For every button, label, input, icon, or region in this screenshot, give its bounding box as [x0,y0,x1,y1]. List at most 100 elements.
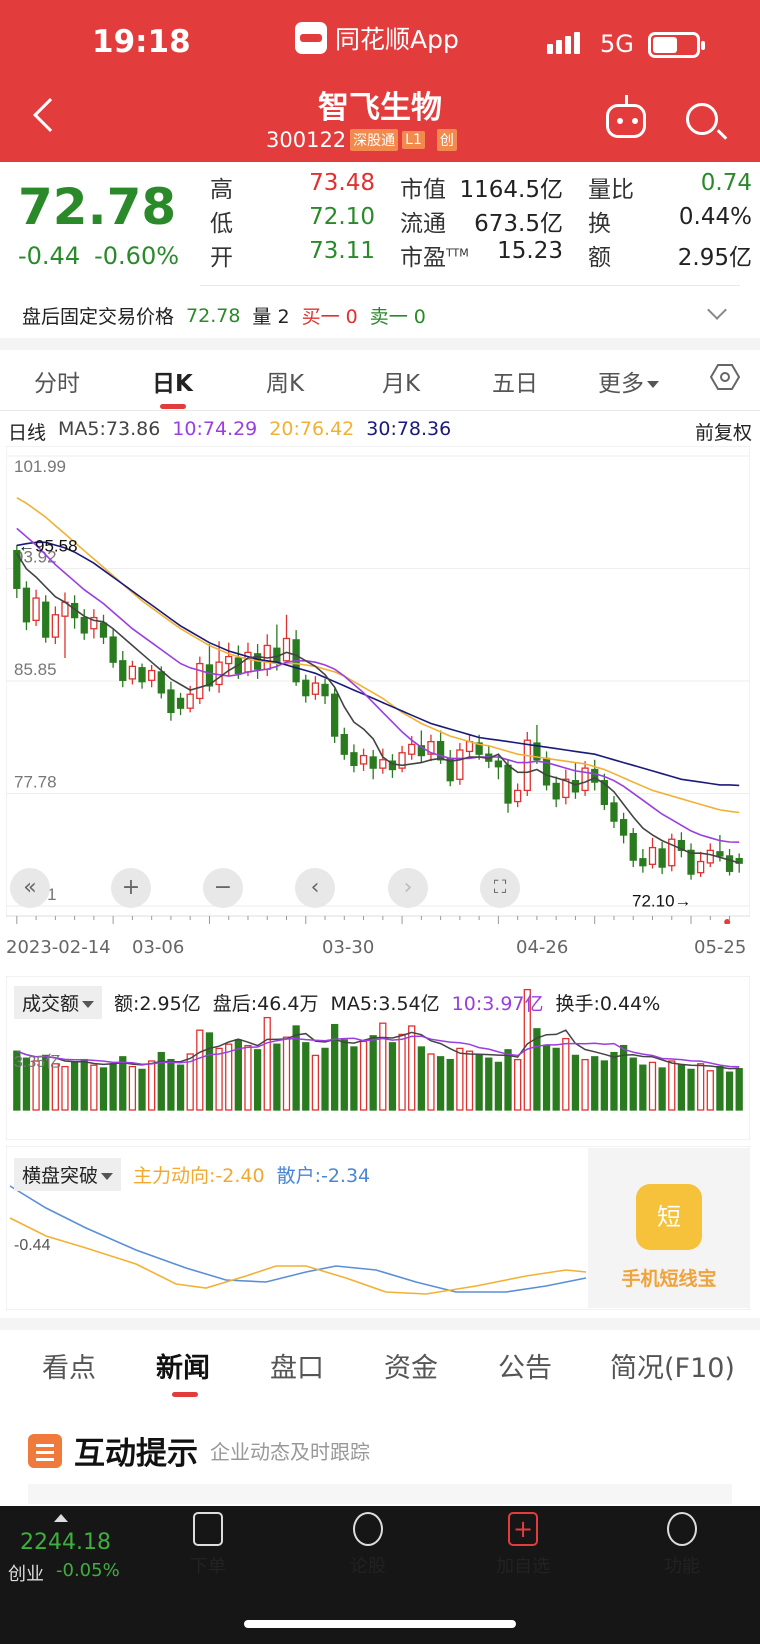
volume-bar [148,1060,156,1111]
volume-bar [456,1047,464,1111]
candle-body [13,550,21,589]
candle-body [725,855,734,872]
volume-selector[interactable]: 成交额 [14,986,103,1019]
expand-chevron-icon[interactable] [707,300,727,320]
tab-f10[interactable]: 简况(F10) [610,1353,735,1384]
candle-body [215,661,223,686]
candle-body [51,614,59,638]
candle-body [475,742,483,755]
ma10-line [16,527,740,843]
settings-hex-icon[interactable] [710,362,740,392]
interaction-section-header[interactable]: 互动提示 企业动态及时跟踪 [28,1428,370,1473]
candle-body [302,679,310,697]
volume-bar [735,1068,743,1111]
candle-body [128,665,137,680]
order-button[interactable]: 下单 [168,1512,248,1578]
zoom-minus-button[interactable]: − [203,868,243,908]
pan-left-button[interactable]: ‹ [295,868,335,908]
fullscreen-button[interactable]: ⛶ [480,868,520,908]
max-price-label: ←95.58 [18,536,78,555]
stat-label: 额 [588,245,611,271]
tab-more[interactable]: 更多 [598,364,659,398]
adjust-mode[interactable]: 前复权 [694,422,752,444]
tab-highlights[interactable]: 看点 [42,1353,96,1384]
forum-button[interactable]: 论股 [328,1512,408,1578]
candle-body [350,752,358,766]
volume-bar [591,1056,599,1111]
candle-body [735,857,743,864]
tab-monthly-k[interactable]: 月K [382,371,421,397]
date-label-end: 05-25 [694,937,747,958]
stock-code: 300122 [266,128,347,152]
volume-bar [186,1053,194,1111]
status-time: 19:18 [92,24,191,60]
candle-body [581,767,589,792]
volume-bar [253,1049,262,1111]
volume-bar [311,1054,320,1111]
signal-icon [547,32,580,54]
candle-body [456,749,464,780]
pan-right-button[interactable]: › [388,868,428,908]
tab-funds[interactable]: 资金 [384,1353,438,1384]
indicator-selector[interactable]: 横盘突破 [14,1158,122,1191]
tab-daily-k[interactable]: 日K [152,371,193,397]
volume-bar [388,1042,397,1111]
interaction-card[interactable] [28,1484,732,1504]
volume-bar [42,1054,50,1111]
expand-up-icon[interactable] [54,1514,68,1522]
candle-body [282,637,291,662]
volume-ma5-line [16,1029,740,1070]
volume-chart[interactable]: 3.35亿 [6,976,750,1140]
tab-intraday[interactable]: 分时 [34,371,80,397]
after-hours-row[interactable]: 盘后固定交易价格 72.78 量 2 买一 0 卖一 0 [22,304,426,329]
stat-label: 流通 [400,211,446,237]
zoom-in-button[interactable]: + [111,868,151,908]
candle-body [311,682,320,695]
volume-tick-label: 3.35亿 [14,1053,61,1071]
candle-body [552,782,560,800]
tab-weekly-k[interactable]: 周K [266,371,305,397]
candle-body [225,655,233,665]
volume-bar [485,1057,493,1111]
volume-bar [408,1025,416,1111]
candle-body [417,745,425,757]
stat-label: 开 [210,245,233,271]
volume-bar [706,1070,714,1111]
volume-bar [205,1032,214,1111]
promo-banner[interactable]: 短 手机短线宝 [588,1148,750,1308]
volume-bar [225,1043,233,1111]
min-price-label: 72.10→ [632,892,692,911]
zoom-out-all-button[interactable]: « [10,868,50,908]
volume-bar [716,1065,724,1111]
volume-bar [167,1058,175,1111]
tab-news[interactable]: 新闻 [156,1353,210,1384]
candle-body [571,780,580,793]
menu-list-icon [667,1512,697,1546]
last-price: 72.78 [18,178,177,236]
y-tick-label: 85.85 [14,660,57,679]
tag-sgt: 深股通 [350,129,399,151]
tab-orderbook[interactable]: 盘口 [270,1353,324,1384]
stat-value: 73.48 [309,170,375,196]
app-header: 19:18 同花顺App 5G 智飞生物 300122 深股通 L1 创 [0,0,760,162]
volume-bar [138,1068,146,1111]
robot-assistant-icon[interactable] [606,95,646,138]
ma5-line [16,552,740,864]
tab-five-day[interactable]: 五日 [492,371,538,397]
volume-ma10-line [16,1035,740,1068]
volume-bar [571,1054,580,1111]
candle-body [369,756,377,769]
tab-announcements[interactable]: 公告 [498,1353,552,1384]
search-icon[interactable] [686,103,718,135]
volume-bar [725,1071,734,1111]
candle-body [668,838,676,867]
index-value[interactable]: 2244.18 [20,1530,111,1555]
indicator-chart[interactable]: -0.44 [6,1146,750,1310]
functions-button[interactable]: 功能 [642,1512,722,1578]
candle-body [716,851,724,857]
ma30-line [16,541,740,787]
app-logo-icon [295,22,327,54]
retail-line [9,1185,587,1293]
add-watchlist-button[interactable]: + 加自选 [483,1512,563,1578]
